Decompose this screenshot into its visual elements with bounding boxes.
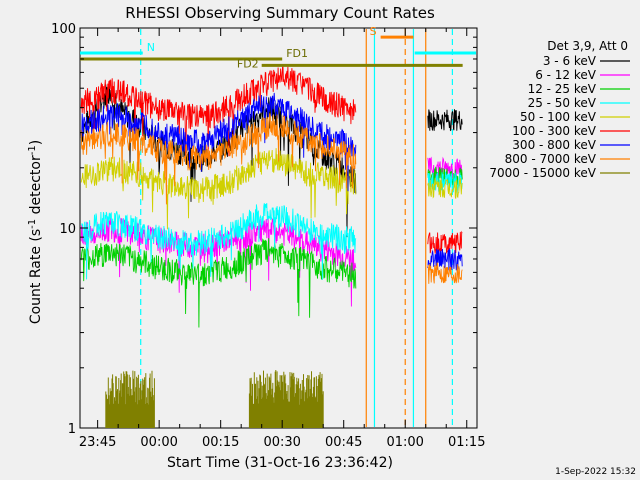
legend-label-1: 6 - 12 keV [535,68,597,82]
x-tick-label-3: 00:30 [263,435,300,450]
x-tick-label-6: 01:15 [448,435,485,450]
annotation-label-fd2: FD2 [237,57,259,70]
legend-label-4: 50 - 100 keV [520,110,597,124]
series-800-7000-kev [80,113,463,284]
x-tick-label-2: 00:15 [202,435,239,450]
y-tick-label-0: 1 [68,422,76,437]
legend-label-3: 25 - 50 keV [528,96,597,110]
legend-label-2: 12 - 25 keV [528,82,597,96]
y-tick-label-1: 10 [59,222,76,237]
axis-layer: 23:45 00:00 00:15 00:30 00:45 01:00 01:15 1 10 10… [51,22,485,450]
legend-label-0: 3 - 6 keV [543,54,597,68]
chart-title: RHESSI Observing Summary Count Rates [125,4,435,22]
vertical-marker-lines [140,29,453,427]
y-axis-label: Count Rate (s-1 detector-1) [27,140,44,324]
series-layer [80,65,463,428]
legend-label-5: 100 - 300 keV [512,124,596,138]
timestamp: 1-Sep-2022 15:32 [555,467,636,477]
x-tick-label-0: 23:45 [79,435,116,450]
annotation-label-n: N [147,41,155,54]
x-tick-label-1: 00:00 [140,435,177,450]
x-tick-label-4: 00:45 [325,435,362,450]
y-axis-label-sup2: -1 [27,145,38,155]
legend-label-8: 7000 - 15000 keV [489,166,596,180]
y-axis-label-main: Count Rate (s [28,229,44,324]
y-axis-label-mid: detector [28,155,44,219]
legend-title: Det 3,9, Att 0 [547,39,628,53]
annotation-label-fd1: FD1 [286,47,308,60]
y-tick-label-2: 100 [51,22,76,37]
series-7000-15000-kev [105,370,324,428]
y-axis-label-end: ) [28,140,44,145]
x-tick-label-5: 01:00 [386,435,423,450]
series-100-300-kev [80,65,463,255]
legend-label-7: 800 - 7000 keV [505,152,597,166]
legend-label-6: 300 - 800 keV [512,138,596,152]
x-axis-label: Start Time (31-Oct-16 23:36:42) [167,455,393,471]
y-axis-label-sup1: -1 [27,219,38,229]
series-50-100-kev [80,148,463,230]
annotation-label-s: S [370,25,377,38]
annotation-layer: N FD1 FD2 S [80,25,476,70]
